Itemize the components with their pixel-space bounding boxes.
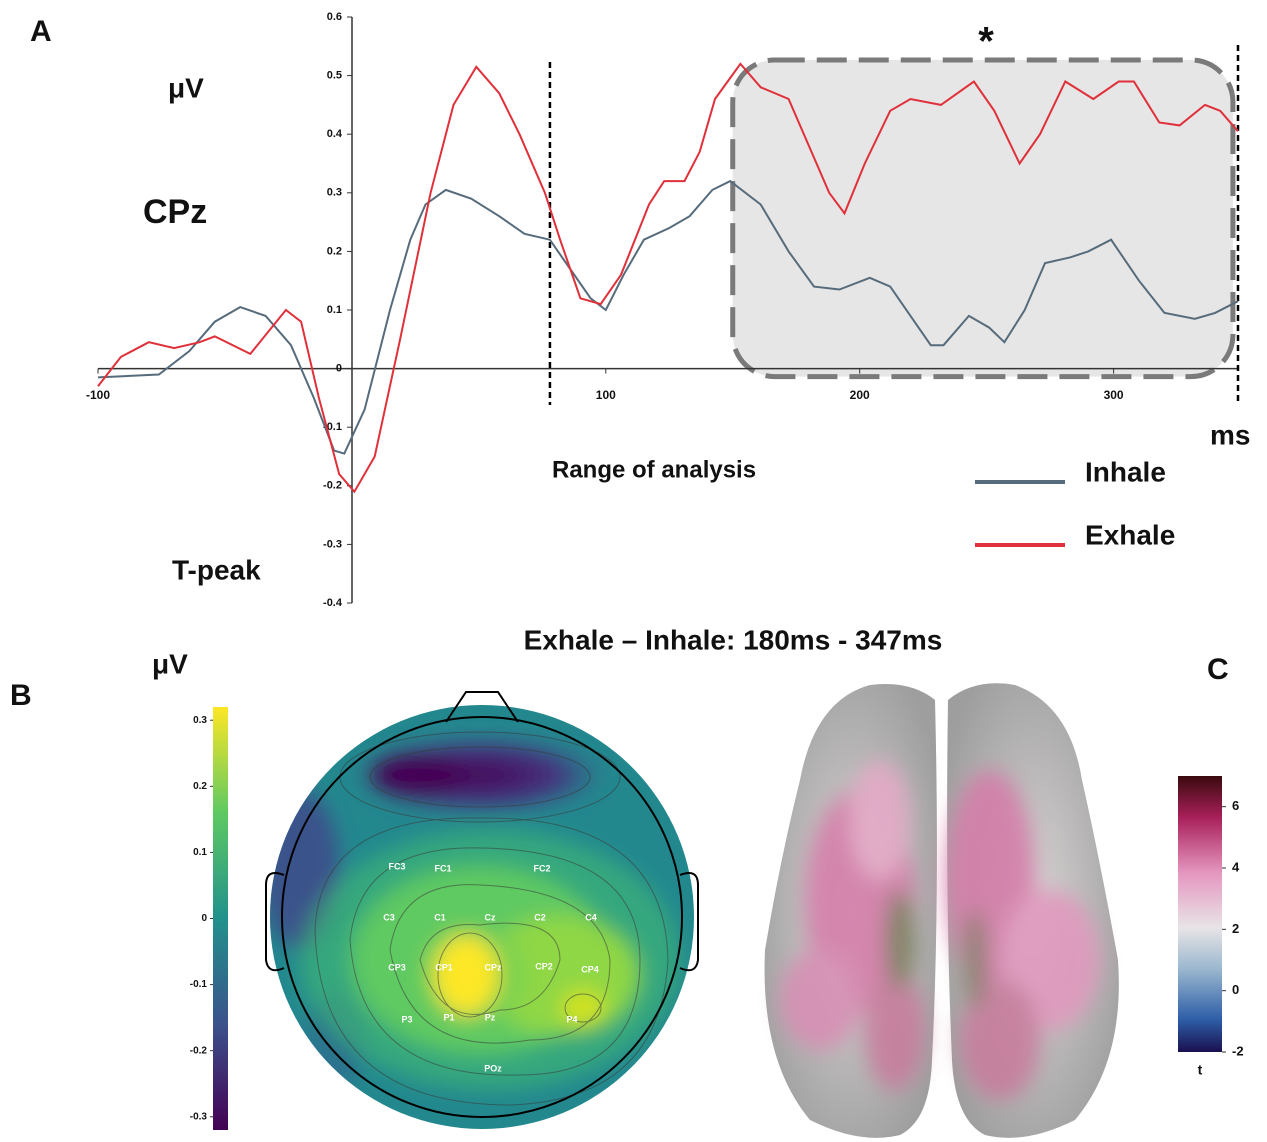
panel-label: B bbox=[10, 679, 32, 712]
y-tick-label: 0.6 bbox=[327, 11, 342, 23]
x-axis-label: ms bbox=[1210, 419, 1250, 450]
panel-c: C t 6 4 2 0 -2 bbox=[765, 653, 1244, 1138]
y-tick-label: 0.4 bbox=[327, 128, 343, 140]
y-tick-label: -0.3 bbox=[323, 538, 342, 550]
colorbar-tick-label: 0 bbox=[201, 913, 207, 924]
colorbar-tick-label: 0.2 bbox=[193, 781, 207, 792]
electrode-label: CPz bbox=[484, 962, 502, 972]
colorbar-tick-label: 0 bbox=[1232, 982, 1239, 997]
electrode-label: FC1 bbox=[434, 863, 451, 873]
electrode-label: Pz bbox=[485, 1012, 496, 1022]
legend-label: Inhale bbox=[1085, 456, 1166, 487]
significance-marker: * bbox=[978, 20, 994, 64]
electrode-label: FC3 bbox=[388, 861, 405, 871]
electrode-label: P4 bbox=[566, 1014, 577, 1024]
electrode-label: Cz bbox=[485, 912, 496, 922]
x-tick-label: -100 bbox=[86, 388, 110, 402]
colorbar-tick-label: -0.2 bbox=[190, 1045, 208, 1056]
y-tick-label: -0.4 bbox=[323, 597, 343, 609]
y-axis-label: μV bbox=[168, 72, 204, 103]
channel-label: CPz bbox=[143, 193, 207, 231]
colorbar-tick-label: -0.1 bbox=[190, 979, 208, 990]
electrode-label: C1 bbox=[434, 912, 446, 922]
electrode-label: C3 bbox=[383, 912, 395, 922]
electrode-label: C4 bbox=[585, 912, 597, 922]
colorbar bbox=[213, 707, 228, 1130]
electrode-label: FC2 bbox=[533, 863, 550, 873]
y-tick-label: 0.5 bbox=[327, 70, 342, 82]
electrode-label: C2 bbox=[534, 912, 546, 922]
y-tick-label: 0 bbox=[336, 363, 342, 375]
colorbar-unit: μV bbox=[152, 648, 188, 679]
electrode-label: CP4 bbox=[581, 964, 599, 974]
colorbar-tick-label: -0.3 bbox=[190, 1111, 208, 1122]
electrode-label: CP2 bbox=[535, 961, 553, 971]
colorbar-tick-label: 2 bbox=[1232, 921, 1239, 936]
electrode-label: CP1 bbox=[435, 962, 453, 972]
figure: A μV CPz T-peak ms Range of analysis * 0… bbox=[0, 0, 1267, 1142]
x-tick-label: 200 bbox=[850, 388, 870, 402]
panel-label: A bbox=[30, 15, 52, 48]
brain-render bbox=[765, 683, 1119, 1138]
electrode-label: CP3 bbox=[388, 962, 406, 972]
colorbar bbox=[1178, 776, 1222, 1052]
event-label: T-peak bbox=[172, 554, 261, 585]
x-tick-label: 300 bbox=[1104, 388, 1124, 402]
y-tick-label: -0.2 bbox=[323, 480, 342, 492]
y-tick-label: 0.1 bbox=[327, 304, 342, 316]
electrode-label: POz bbox=[484, 1063, 502, 1073]
colorbar-tick-label: 0.1 bbox=[193, 847, 207, 858]
electrode-label: P1 bbox=[443, 1012, 454, 1022]
annotation: Range of analysis bbox=[552, 456, 756, 483]
y-tick-label: 0.2 bbox=[327, 245, 342, 257]
topomap: FC3 FC1 FC2 C3 C1 Cz C2 C4 CP3 CP1 CPz CP2 CP4 P3 P1 Pz… bbox=[260, 692, 698, 1129]
colorbar-label: t bbox=[1198, 1062, 1203, 1078]
analysis-window bbox=[733, 60, 1233, 377]
topomap-title: Exhale – Inhale: 180ms - 347ms bbox=[524, 624, 943, 655]
colorbar-tick-label: 4 bbox=[1232, 859, 1240, 874]
electrode-label: P3 bbox=[401, 1014, 412, 1024]
y-tick-label: 0.3 bbox=[327, 187, 342, 199]
colorbar-tick-label: 0.3 bbox=[193, 715, 207, 726]
panel-label: C bbox=[1207, 653, 1229, 686]
colorbar-tick-label: -2 bbox=[1232, 1043, 1244, 1058]
colorbar-tick-label: 6 bbox=[1232, 798, 1239, 813]
x-tick-label: 100 bbox=[596, 388, 616, 402]
panel-a: A μV CPz T-peak ms Range of analysis * 0… bbox=[30, 11, 1250, 609]
legend-label: Exhale bbox=[1085, 519, 1175, 550]
